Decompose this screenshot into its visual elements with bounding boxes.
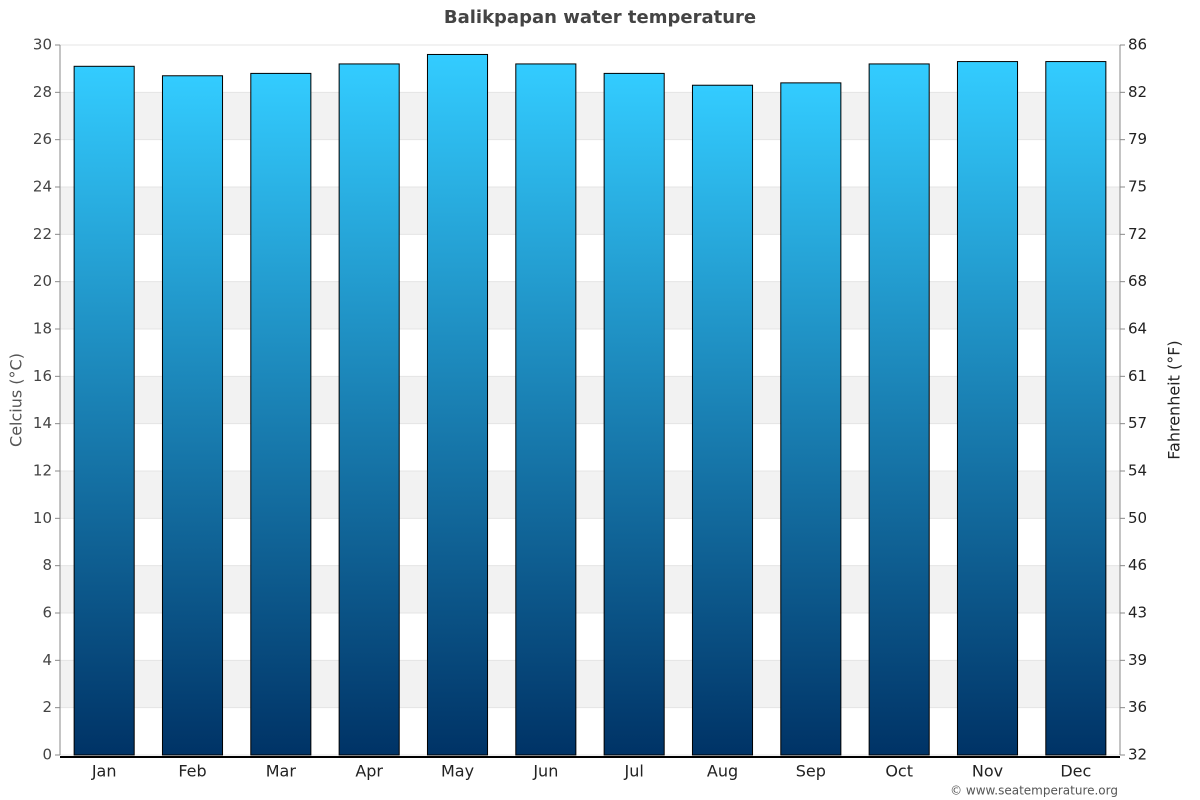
x-tick-label: Oct <box>885 762 913 781</box>
y2-tick-label: 57 <box>1128 414 1147 432</box>
y2-tick-label: 54 <box>1128 462 1147 480</box>
chart-title: Balikpapan water temperature <box>444 7 756 28</box>
x-tick-label: Apr <box>355 762 383 781</box>
x-tick-label: May <box>441 762 474 781</box>
y2-tick-label: 39 <box>1128 651 1147 669</box>
y2-tick-label: 82 <box>1128 83 1147 101</box>
x-tick-label: Dec <box>1060 762 1091 781</box>
x-tick-label: Feb <box>178 762 206 781</box>
y2-tick-label: 36 <box>1128 698 1147 716</box>
y-tick-label: 30 <box>33 36 52 54</box>
y2-tick-label: 75 <box>1128 178 1147 196</box>
bar <box>603 72 665 756</box>
grid-band <box>60 565 1120 613</box>
y-tick-label: 16 <box>33 367 52 385</box>
y2-tick-label: 86 <box>1128 36 1147 54</box>
y-axis-label: Celcius (°C) <box>7 353 26 447</box>
x-tick-label: Nov <box>972 762 1003 781</box>
x-tick-label: Jan <box>91 762 117 781</box>
bar <box>250 72 312 756</box>
y-tick-label: 14 <box>33 414 52 432</box>
y2-tick-label: 68 <box>1128 272 1147 290</box>
bar <box>1045 61 1107 756</box>
y2-tick-label: 50 <box>1128 509 1147 527</box>
y-tick-label: 6 <box>42 604 52 622</box>
y2-tick-label: 72 <box>1128 225 1147 243</box>
y2-tick-label: 32 <box>1128 746 1147 764</box>
y2-tick-label: 64 <box>1128 320 1147 338</box>
credit: © www.seatemperature.org <box>950 784 1118 798</box>
grid-band <box>60 660 1120 708</box>
y-tick-label: 24 <box>33 178 52 196</box>
y-tick-label: 28 <box>33 83 52 101</box>
bar <box>73 65 135 756</box>
y-tick-label: 4 <box>42 651 52 669</box>
x-tick-label: Mar <box>266 762 297 781</box>
bar <box>691 84 754 756</box>
bar <box>956 61 1019 756</box>
bar <box>515 63 577 756</box>
bar <box>426 53 489 756</box>
x-tick-label: Sep <box>796 762 826 781</box>
bar <box>780 82 842 756</box>
y2-tick-label: 43 <box>1128 604 1147 622</box>
bar <box>338 63 400 756</box>
grid-band <box>60 281 1120 329</box>
y-tick-label: 8 <box>42 556 52 574</box>
y2-tick-label: 61 <box>1128 367 1147 385</box>
y-tick-label: 10 <box>33 509 52 527</box>
grid-band <box>60 376 1120 424</box>
y-tick-label: 2 <box>42 698 52 716</box>
x-tick-label: Jul <box>624 762 644 781</box>
grid-band <box>60 92 1120 140</box>
y-tick-label: 20 <box>33 272 52 290</box>
y2-tick-label: 46 <box>1128 556 1147 574</box>
x-tick-label: Jun <box>532 762 558 781</box>
grid-band <box>60 471 1120 519</box>
y-tick-label: 0 <box>42 746 52 764</box>
y-tick-label: 26 <box>33 130 52 148</box>
x-tick-label: Aug <box>707 762 738 781</box>
bar <box>868 63 930 756</box>
y-tick-label: 18 <box>33 320 52 338</box>
y2-axis-label: Fahrenheit (°F) <box>1165 340 1184 459</box>
y-tick-label: 12 <box>33 462 52 480</box>
grid-band <box>60 187 1120 235</box>
y2-tick-label: 79 <box>1128 130 1147 148</box>
y-tick-label: 22 <box>33 225 52 243</box>
bar <box>161 75 224 756</box>
